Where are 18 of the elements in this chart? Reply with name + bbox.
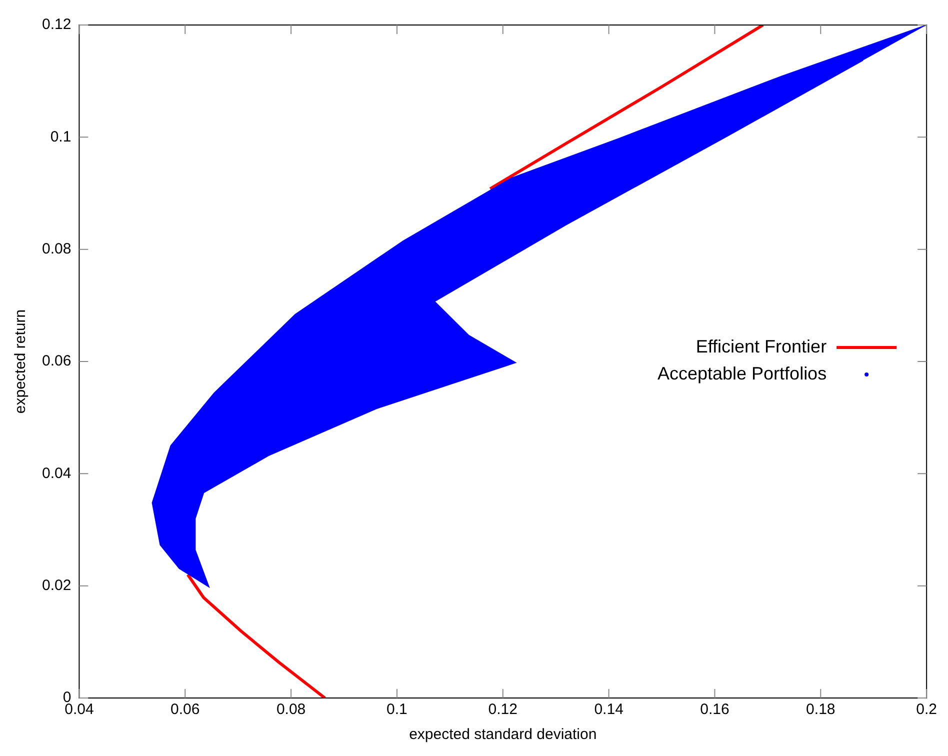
x-tick-label: 0.2 [916, 701, 938, 718]
x-tick-label: 0.06 [170, 701, 200, 718]
x-tick-label: 0.16 [700, 701, 730, 718]
y-tick-label: 0.1 [50, 128, 72, 146]
x-tick-label: 0.18 [806, 701, 836, 718]
x-axis-title: expected standard deviation [409, 726, 597, 744]
x-tick-label: 0.14 [594, 701, 624, 718]
y-tick-label: 0.12 [42, 16, 72, 34]
legend-label: Acceptable Portfolios [657, 363, 827, 384]
x-tick-label: 0.1 [386, 701, 408, 718]
legend-label: Efficient Frontier [696, 336, 827, 356]
y-axis-title: expected return [12, 309, 30, 414]
y-tick-label: 0.08 [42, 240, 72, 258]
x-tick-label: 0.12 [488, 701, 518, 718]
y-tick-label: 0.06 [42, 352, 72, 370]
y-tick-label: 0.04 [42, 464, 72, 482]
x-tick-label: 0.08 [276, 701, 306, 718]
y-tick-label: 0.02 [42, 576, 72, 594]
